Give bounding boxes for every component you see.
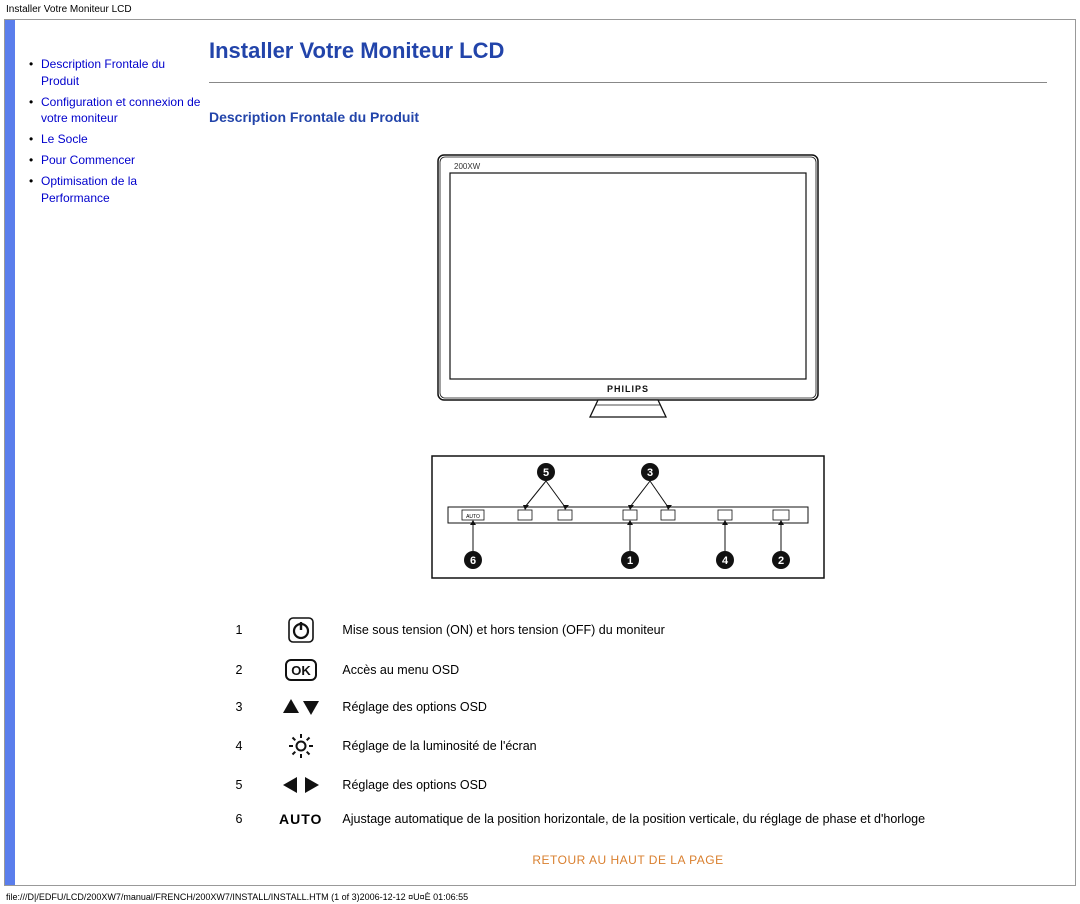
svg-text:4: 4 (722, 555, 729, 567)
footer-path: file:///D|/EDFU/LCD/200XW7/manual/FRENCH… (0, 890, 1080, 904)
table-row: 1 Mise sous tension (ON) et hors tension… (209, 609, 1047, 651)
panel-illustration: AUTO 5 (428, 452, 828, 582)
sidebar-link[interactable]: Le Socle (41, 132, 88, 146)
control-desc: Accès au menu OSD (332, 651, 1047, 689)
svg-text:6: 6 (470, 555, 476, 567)
svg-text:5: 5 (543, 467, 549, 479)
monitor-figure: 200XW PHILIPS (209, 145, 1047, 428)
header-path: Installer Votre Moniteur LCD (0, 0, 1080, 19)
brand-label: PHILIPS (607, 384, 649, 394)
control-number: 4 (209, 725, 269, 767)
control-desc: Réglage des options OSD (332, 689, 1047, 725)
table-row: 4 (209, 725, 1047, 767)
page-title: Installer Votre Moniteur LCD (209, 38, 1047, 64)
main-content: Installer Votre Moniteur LCD Description… (205, 20, 1075, 885)
leftright-icon (269, 767, 332, 803)
svg-text:AUTO: AUTO (466, 514, 480, 520)
model-label: 200XW (454, 162, 481, 171)
table-row: 3 Réglage des options OSD (209, 689, 1047, 725)
table-row: 2 OK Accès au menu OSD (209, 651, 1047, 689)
sidebar-item-socle[interactable]: Le Socle (29, 129, 201, 150)
controls-table: 1 Mise sous tension (ON) et hors tension… (209, 609, 1047, 835)
control-number: 1 (209, 609, 269, 651)
sidebar-link[interactable]: Pour Commencer (41, 153, 135, 167)
sidebar-link[interactable]: Configuration et connexion de votre moni… (41, 95, 200, 126)
left-rail (5, 20, 15, 885)
svg-text:1: 1 (627, 555, 633, 567)
divider (209, 82, 1047, 83)
monitor-illustration: 200XW PHILIPS (428, 145, 828, 425)
panel-figure: AUTO 5 (209, 452, 1047, 585)
table-row: 5 Réglage des options OSD (209, 767, 1047, 803)
brightness-icon (269, 725, 332, 767)
return-top-link[interactable]: RETOUR AU HAUT DE LA PAGE (209, 853, 1047, 867)
section-heading: Description Frontale du Produit (209, 109, 1047, 125)
sidebar-link[interactable]: Description Frontale du Produit (41, 57, 165, 88)
auto-icon: AUTO (269, 803, 332, 835)
sidebar-item-commencer[interactable]: Pour Commencer (29, 150, 201, 171)
ok-icon: OK (269, 651, 332, 689)
sidebar-item-description[interactable]: Description Frontale du Produit (29, 54, 201, 92)
updown-icon (269, 689, 332, 725)
control-desc: Mise sous tension (ON) et hors tension (… (332, 609, 1047, 651)
control-number: 2 (209, 651, 269, 689)
sidebar-item-config[interactable]: Configuration et connexion de votre moni… (29, 92, 201, 130)
sidebar-item-optimisation[interactable]: Optimisation de la Performance (29, 171, 201, 209)
power-icon (269, 609, 332, 651)
page-frame: Description Frontale du Produit Configur… (4, 19, 1076, 886)
table-row: 6 AUTO Ajustage automatique de la positi… (209, 803, 1047, 835)
sidebar-link[interactable]: Optimisation de la Performance (41, 174, 137, 205)
control-number: 5 (209, 767, 269, 803)
control-desc: Réglage de la luminosité de l'écran (332, 725, 1047, 767)
control-number: 3 (209, 689, 269, 725)
control-desc: Réglage des options OSD (332, 767, 1047, 803)
svg-text:2: 2 (778, 555, 784, 567)
svg-text:OK: OK (291, 663, 311, 678)
control-desc: Ajustage automatique de la position hori… (332, 803, 1047, 835)
sidebar-nav: Description Frontale du Produit Configur… (25, 20, 205, 885)
svg-text:3: 3 (647, 467, 653, 479)
control-number: 6 (209, 803, 269, 835)
